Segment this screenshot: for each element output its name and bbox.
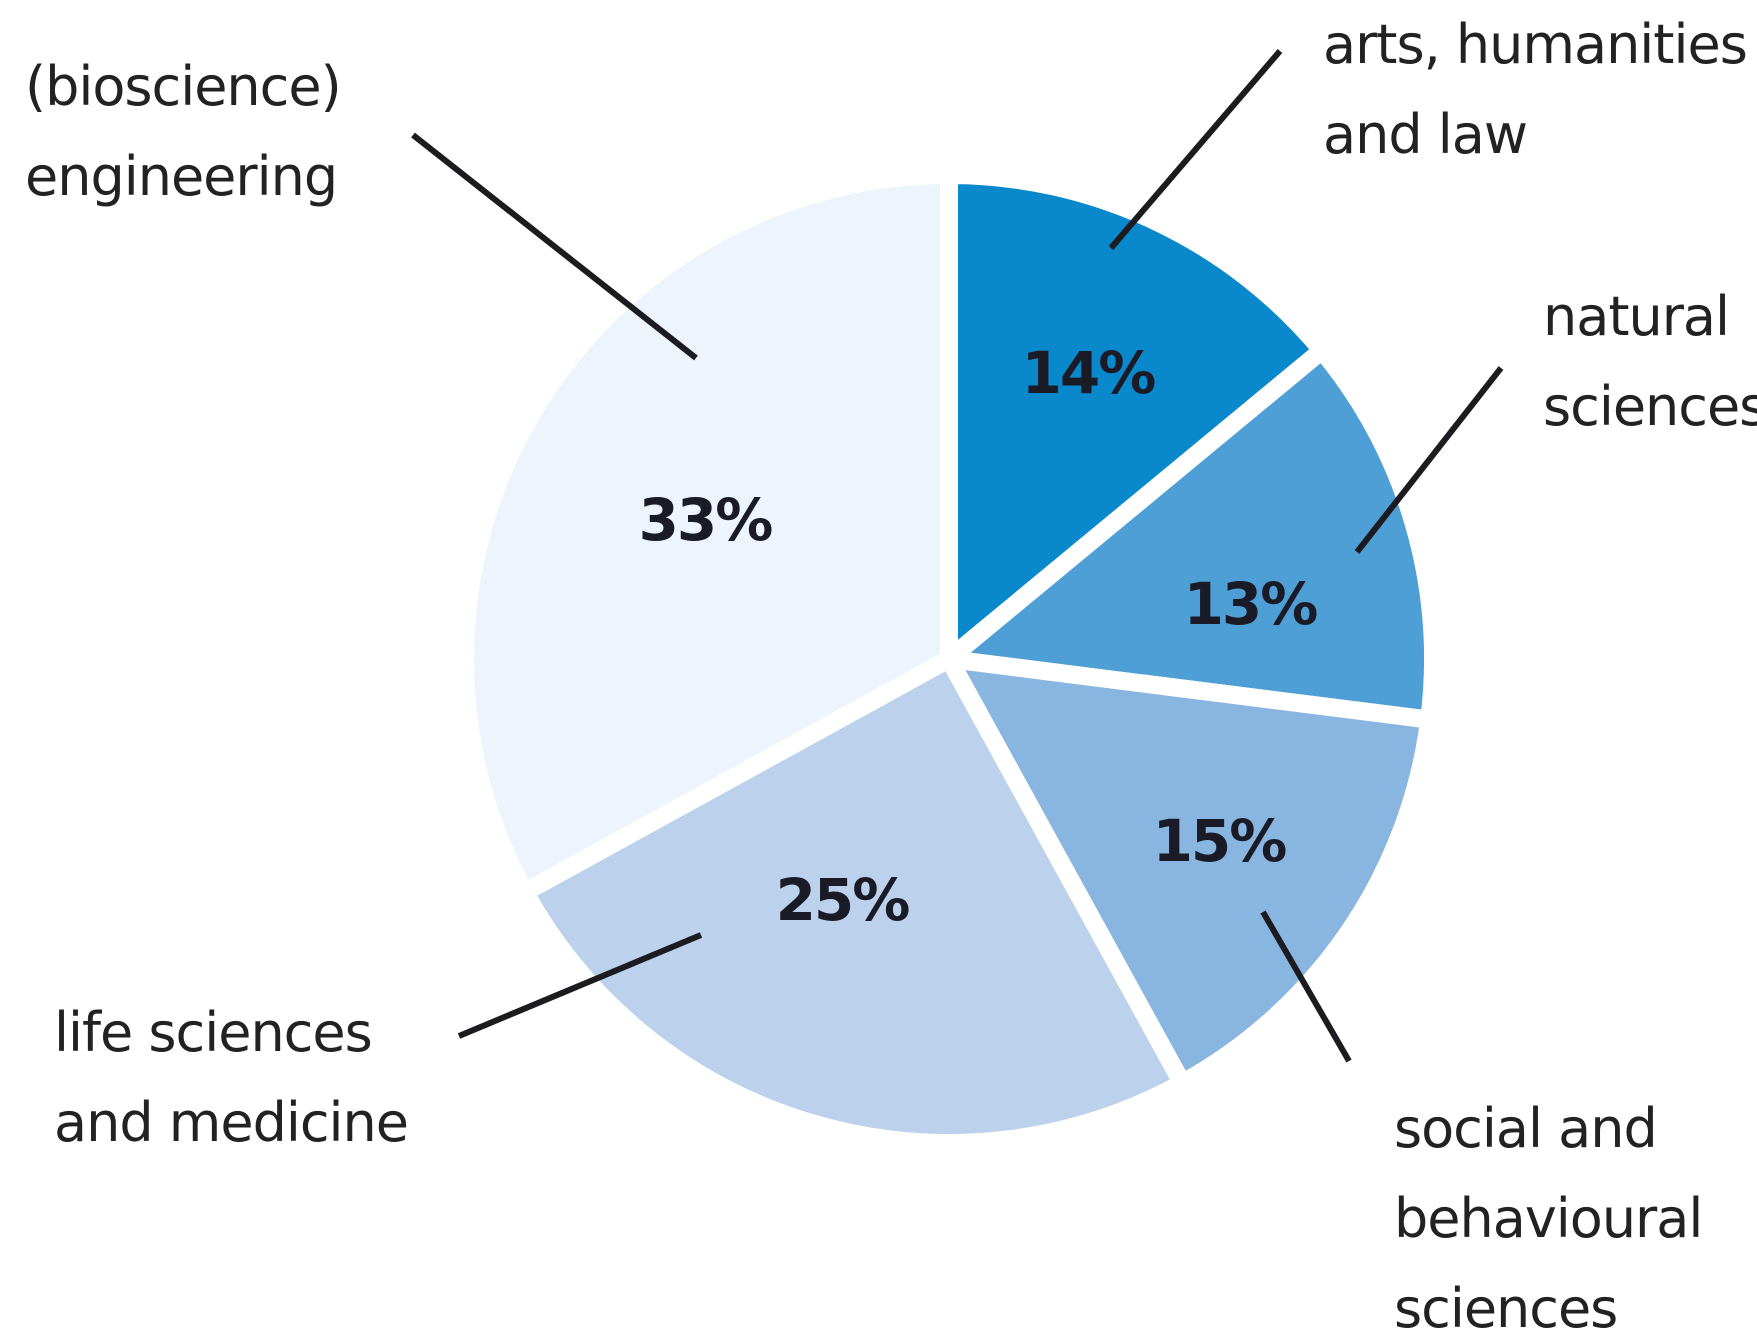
pie-slice — [927, 337, 1442, 730]
category-label: arts, humanities and law — [1323, 13, 1748, 166]
pie-slice — [512, 646, 1195, 1152]
leader-line — [411, 132, 698, 361]
value-label: 13% — [1184, 570, 1318, 638]
value-label: 15% — [1153, 807, 1287, 875]
leader-line — [457, 932, 703, 1039]
leader-line — [1260, 910, 1352, 1063]
category-label: life sciences and medicine — [54, 1001, 409, 1154]
category-label: natural sciences — [1543, 285, 1757, 438]
leader-line — [1108, 49, 1283, 250]
pie-slice — [940, 165, 1335, 679]
pie-slice — [932, 647, 1440, 1096]
category-label: (bioscience) engineering — [25, 55, 342, 208]
leader-line — [1354, 366, 1504, 554]
category-label: social and behavioural sciences — [1394, 1097, 1703, 1331]
pie-slice — [456, 165, 958, 905]
value-label: 25% — [776, 866, 910, 934]
value-label: 33% — [639, 486, 773, 554]
value-label: 14% — [1022, 339, 1156, 407]
